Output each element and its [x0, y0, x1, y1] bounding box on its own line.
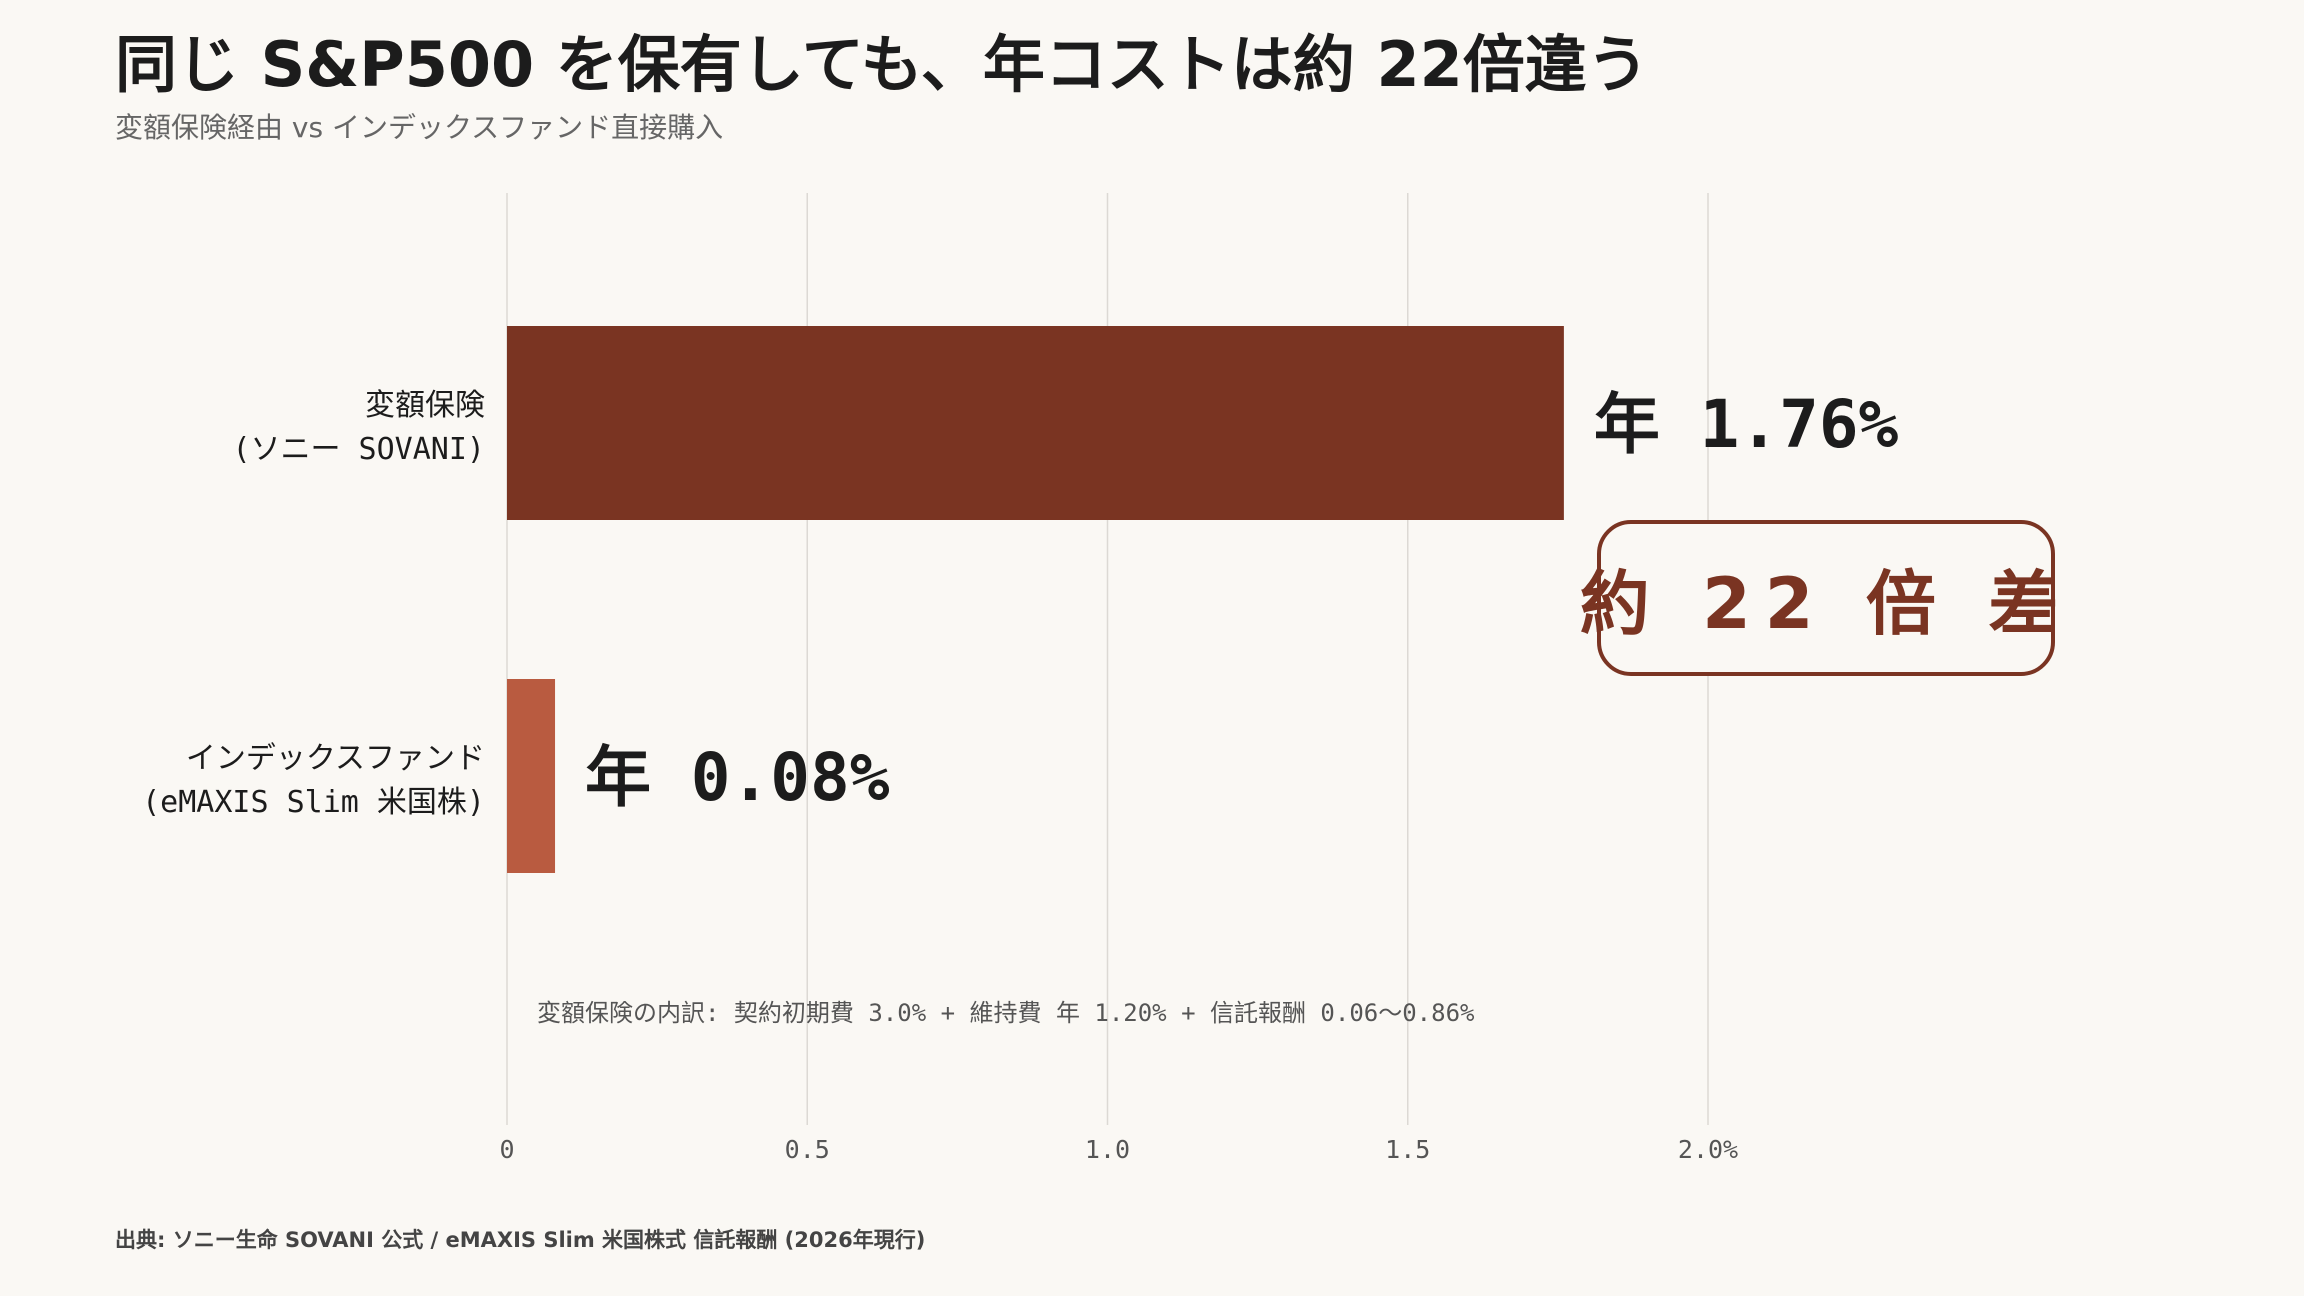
source-note: 出典: ソニー生命 SOVANI 公式 / eMAXIS Slim 米国株式 信… — [115, 1228, 926, 1252]
category-labels: 変額保険 (ソニー SOVANI) インデックスファンド (eMAXIS Slim 米… — [142, 388, 485, 820]
category-label: インデックスファンド — [186, 741, 485, 776]
x-tick-label: 2.0% — [1678, 1135, 1738, 1164]
chart-subtitle: 変額保険経由 vs インデックスファンド直接購入 — [115, 111, 724, 144]
bar — [507, 679, 556, 873]
x-tick-label: 0.5 — [785, 1135, 830, 1164]
category-label: (ソニー SOVANI) — [232, 432, 485, 467]
x-tick-label: 1.0 — [1085, 1135, 1130, 1164]
value-label: 年 0.08% — [585, 739, 890, 816]
bars — [507, 326, 1564, 873]
bar — [507, 326, 1564, 520]
category-label: 変額保険 — [365, 388, 485, 423]
ratio-callout: 約 22 倍 差 — [1580, 520, 2058, 676]
value-labels: 年 1.76% 年 0.08% — [585, 386, 1899, 816]
breakdown-note: 変額保険の内訳: 契約初期費 3.0% + 維持費 年 1.20% + 信託報酬… — [537, 999, 1475, 1027]
value-label: 年 1.76% — [1594, 386, 1899, 463]
category-label: (eMAXIS Slim 米国株) — [142, 785, 485, 820]
x-axis-ticks: 0 0.5 1.0 1.5 2.0% — [499, 1135, 1738, 1164]
chart-title: 同じ S&P500 を保有しても、年コストは約 22倍違う — [115, 28, 1649, 101]
x-tick-label: 0 — [499, 1135, 514, 1164]
x-tick-label: 1.5 — [1385, 1135, 1430, 1164]
